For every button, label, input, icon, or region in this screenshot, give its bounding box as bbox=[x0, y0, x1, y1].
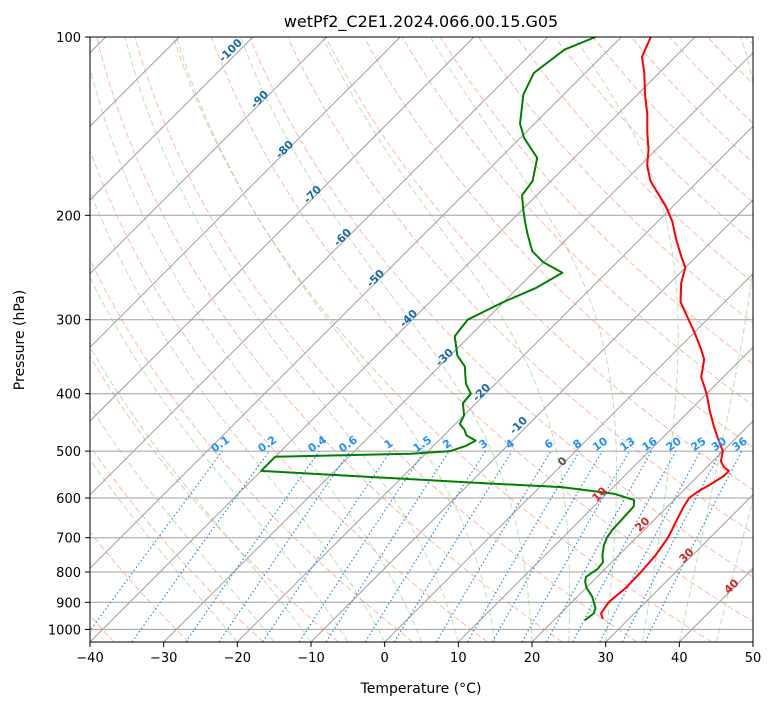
moist-adiabat bbox=[90, 189, 386, 642]
y-tick-label: 200 bbox=[56, 209, 81, 224]
profile-lines bbox=[260, 37, 730, 622]
isotherm bbox=[90, 37, 328, 275]
y-tick-label: 100 bbox=[56, 31, 81, 46]
mixing-ratio-line bbox=[545, 450, 653, 642]
x-tick-label: −20 bbox=[224, 651, 251, 666]
moist-adiabat bbox=[430, 37, 617, 642]
x-tick-label: 30 bbox=[597, 651, 614, 666]
mixing-ratio-line bbox=[521, 450, 631, 642]
isotherm bbox=[236, 125, 753, 642]
moist-adiabat bbox=[90, 276, 349, 642]
isotherm bbox=[384, 272, 753, 642]
dry-adiabat bbox=[90, 355, 339, 642]
isotherm bbox=[163, 51, 753, 642]
y-tick-label: 800 bbox=[56, 566, 81, 581]
isotherm bbox=[90, 37, 475, 422]
dry-adiabat bbox=[439, 37, 753, 365]
y-tick-label: 400 bbox=[56, 388, 81, 403]
y-tick-label: 500 bbox=[56, 445, 81, 460]
mixing-ratio-line bbox=[572, 450, 677, 642]
x-axis: −40 −30 −20 −10 0 10 20 30 40 50 bbox=[76, 642, 761, 666]
y-axis: 100 200 300 400 500 600 700 800 900 1000 bbox=[48, 31, 90, 638]
dry-adiabat bbox=[96, 37, 563, 642]
isotherm bbox=[90, 37, 622, 570]
moist-adiabat bbox=[124, 37, 459, 642]
y-tick-label: 300 bbox=[56, 314, 81, 329]
plot-frame bbox=[89, 36, 754, 643]
chart-title: wetPf2_C2E1.2024.066.00.15.G05 bbox=[284, 12, 558, 32]
isotherm bbox=[457, 346, 753, 642]
isotherm bbox=[90, 37, 401, 349]
dry-adiabat bbox=[249, 37, 753, 578]
y-axis-label: Pressure (hPa) bbox=[12, 290, 28, 390]
x-tick-label: 0 bbox=[381, 651, 389, 666]
y-tick-label: 1000 bbox=[48, 623, 81, 638]
x-tick-label: −40 bbox=[76, 651, 103, 666]
y-tick-label: 700 bbox=[56, 532, 81, 547]
temperature-profile bbox=[600, 37, 730, 620]
x-tick-label: 50 bbox=[745, 651, 762, 666]
dry-adiabat bbox=[134, 37, 638, 642]
x-tick-label: −10 bbox=[297, 651, 324, 666]
mixing-ratio-line bbox=[218, 450, 351, 642]
isotherm bbox=[310, 199, 753, 642]
x-tick-label: 10 bbox=[450, 651, 467, 666]
isotherm bbox=[605, 493, 753, 642]
dry-adiabat bbox=[90, 445, 264, 642]
dry-adiabat bbox=[90, 531, 190, 642]
x-axis-label: Temperature (°C) bbox=[360, 681, 482, 697]
mixing-ratio-line bbox=[90, 450, 223, 632]
moist-adiabat bbox=[239, 37, 533, 642]
moist-adiabat bbox=[90, 458, 238, 642]
mixing-ratio-line bbox=[393, 450, 513, 642]
moist-adiabat bbox=[678, 37, 753, 642]
isotherm bbox=[90, 37, 254, 201]
y-tick-label: 900 bbox=[56, 596, 81, 611]
mixing-ratio-line bbox=[131, 450, 270, 642]
moist-adiabat bbox=[90, 65, 422, 642]
mixing-ratio-line bbox=[644, 450, 743, 642]
dewpoint-profile bbox=[260, 37, 636, 622]
mixing-ratio-line bbox=[325, 450, 450, 642]
dry-adiabat bbox=[401, 37, 753, 406]
isotherm bbox=[531, 420, 753, 642]
mixing-ratio-line bbox=[185, 450, 320, 642]
dry-adiabat bbox=[516, 37, 753, 284]
x-tick-label: −30 bbox=[150, 651, 177, 666]
isotherm bbox=[90, 37, 696, 642]
dry-adiabat bbox=[90, 148, 488, 642]
moist-adiabat bbox=[175, 37, 496, 642]
mixing-ratio-line bbox=[298, 450, 425, 642]
dry-adiabat bbox=[325, 37, 753, 491]
x-tick-label: 20 bbox=[524, 651, 541, 666]
x-tick-label: 40 bbox=[671, 651, 688, 666]
moist-adiabat bbox=[574, 37, 679, 642]
y-tick-label: 600 bbox=[56, 492, 81, 507]
mixing-ratio-line bbox=[262, 450, 392, 642]
isotherm bbox=[90, 37, 549, 496]
background-lines bbox=[90, 37, 753, 642]
